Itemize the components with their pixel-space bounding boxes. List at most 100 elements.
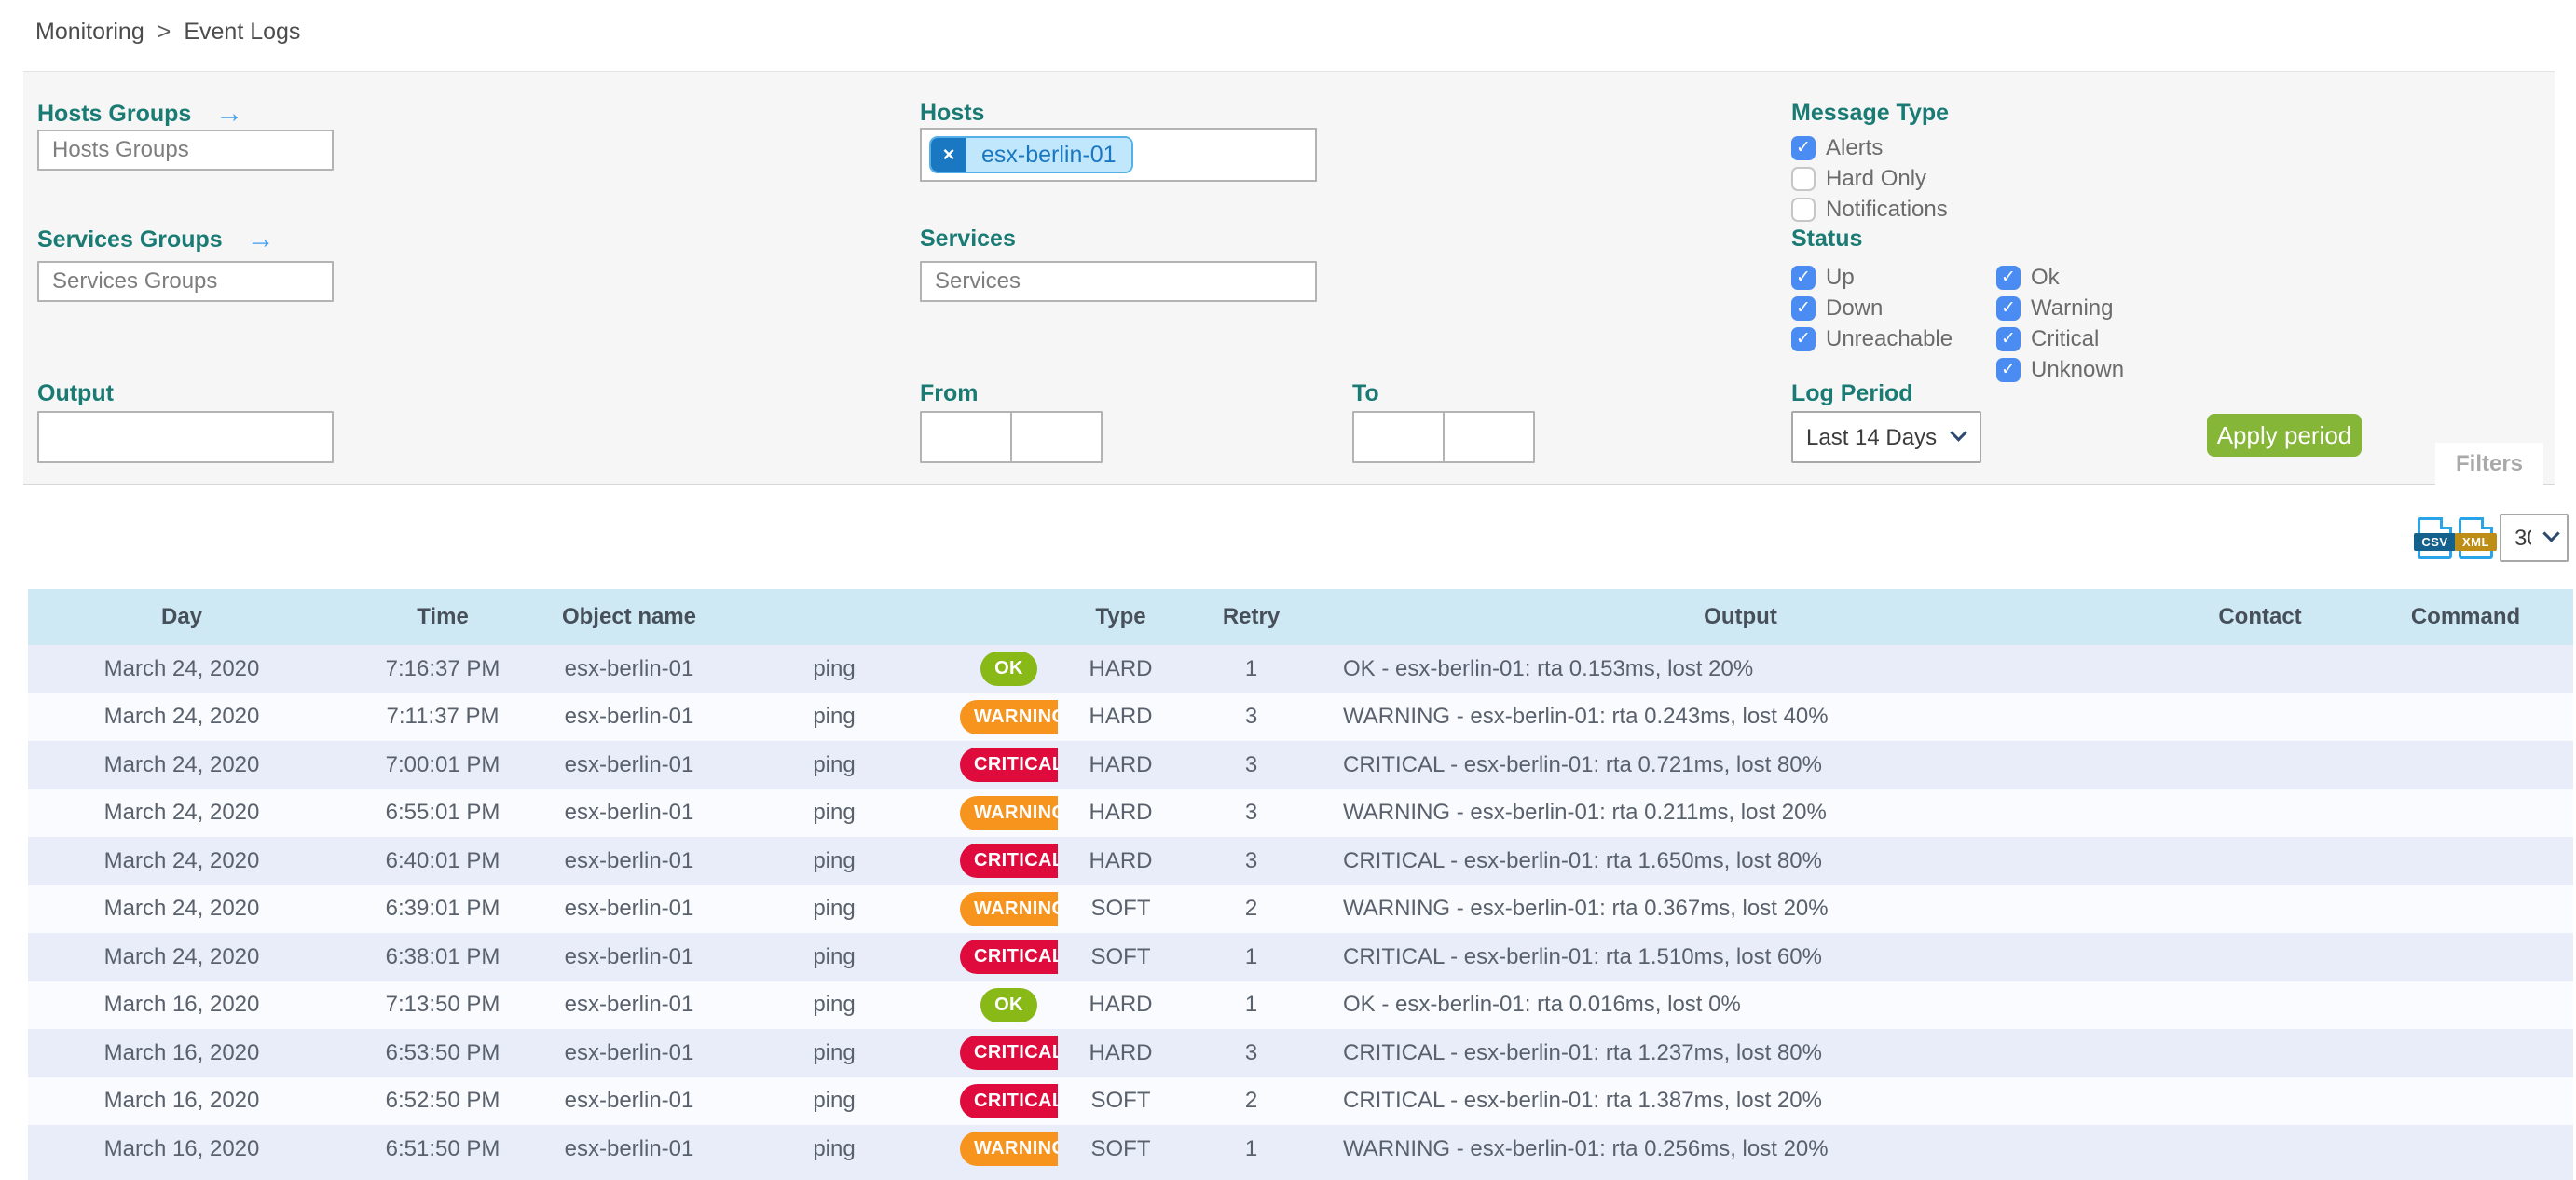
log-period-select[interactable]: Last 14 Days	[1791, 411, 1981, 463]
apply-period-button[interactable]: Apply period	[2207, 414, 2362, 457]
cell-service: ping	[813, 943, 856, 969]
page-size-select-wrap: 30	[2500, 514, 2569, 562]
checkbox-icon[interactable]	[1791, 136, 1816, 160]
status-option[interactable]: Down	[1791, 295, 1953, 321]
status-badge: OK	[980, 652, 1037, 687]
cell-contact	[2162, 645, 2358, 693]
column-header	[708, 589, 960, 645]
cell-object-name: esx-berlin-01	[564, 800, 694, 826]
hosts-groups-label: Hosts Groups →	[37, 98, 244, 129]
cell-time: 6:51:50 PM	[385, 1135, 500, 1161]
breadcrumb-monitoring[interactable]: Monitoring	[35, 19, 144, 45]
status-option[interactable]: Up	[1791, 265, 1953, 290]
cell-retry: 3	[1244, 800, 1258, 826]
from-date-input[interactable]	[920, 411, 1012, 463]
cell-contact	[2162, 885, 2358, 934]
column-header: Day	[28, 589, 336, 645]
host-chip-label: esx-berlin-01	[966, 138, 1131, 172]
cell-service: ping	[813, 655, 856, 681]
log-period-label: Log Period	[1791, 380, 1913, 406]
cell-status: WARNING	[960, 693, 1058, 742]
cell-retry: 1	[1244, 1135, 1258, 1161]
cell-day: March 24, 2020	[103, 800, 260, 826]
status-option[interactable]: Unreachable	[1791, 326, 1953, 351]
services-groups-input[interactable]	[37, 261, 334, 302]
checkbox-label: Down	[1826, 295, 1884, 321]
table-body: March 24, 2020 7:16:37 PM esx-berlin-01 …	[28, 645, 2573, 1173]
checkbox-icon[interactable]	[1996, 296, 2021, 321]
message-type-option[interactable]: Alerts	[1791, 135, 1948, 160]
services-groups-arrow-icon[interactable]: →	[246, 224, 275, 254]
cell-status: OK	[960, 645, 1058, 693]
cell-time: 6:39:01 PM	[385, 896, 500, 922]
checkbox-icon[interactable]	[1791, 266, 1816, 290]
table-row: March 16, 2020 6:52:50 PM esx-berlin-01 …	[28, 1077, 2573, 1125]
status-badge: WARNING	[960, 891, 1058, 926]
output-label: Output	[37, 380, 114, 406]
event-log-table: Day Time Object name Type Retry Output Contact…	[28, 589, 2573, 1180]
filters-tab[interactable]: Filters	[2435, 443, 2543, 485]
hosts-input[interactable]: × esx-berlin-01	[920, 128, 1317, 182]
cell-service: ping	[813, 1088, 856, 1114]
cell-object-name: esx-berlin-01	[564, 1039, 694, 1065]
status-option[interactable]: Unknown	[1996, 357, 2124, 382]
status-option[interactable]: Critical	[1996, 326, 2124, 351]
message-type-option[interactable]: Notifications	[1791, 197, 1948, 222]
checkbox-label: Warning	[2031, 295, 2114, 321]
cell-time: 6:55:01 PM	[385, 800, 500, 826]
checkbox-icon[interactable]	[1791, 198, 1816, 222]
to-label: To	[1352, 380, 1379, 406]
chip-remove-icon[interactable]: ×	[931, 138, 966, 172]
services-input[interactable]	[920, 261, 1317, 302]
cell-day: March 24, 2020	[103, 847, 260, 873]
cell-time: 7:13:50 PM	[385, 992, 500, 1018]
table-row: March 16, 2020 6:53:50 PM esx-berlin-01 …	[28, 1029, 2573, 1077]
message-type-option[interactable]: Hard Only	[1791, 166, 1948, 191]
cell-command	[2358, 789, 2573, 838]
checkbox-icon[interactable]	[1791, 167, 1816, 191]
cell-command	[2358, 645, 2573, 693]
cell-contact	[2162, 1029, 2358, 1077]
cell-contact	[2162, 837, 2358, 885]
cell-status: WARNING	[960, 789, 1058, 838]
to-date-input[interactable]	[1352, 411, 1445, 463]
cell-type: SOFT	[1090, 1088, 1151, 1114]
to-time-input[interactable]	[1443, 411, 1535, 463]
checkbox-icon[interactable]	[1996, 358, 2021, 382]
column-header: Time	[336, 589, 550, 645]
status-option[interactable]: Warning	[1996, 295, 2124, 321]
page-size-select[interactable]: 30	[2500, 514, 2569, 562]
output-input[interactable]	[37, 411, 334, 463]
cell-retry: 3	[1244, 704, 1258, 730]
column-header	[960, 589, 1058, 645]
checkbox-icon[interactable]	[1791, 296, 1816, 321]
cell-service: ping	[813, 704, 856, 730]
table-header-row: Day Time Object name Type Retry Output Contact…	[28, 589, 2573, 645]
breadcrumb-separator: >	[157, 19, 171, 45]
cell-status: WARNING	[960, 1125, 1058, 1173]
cell-time: 7:16:37 PM	[385, 655, 500, 681]
export-xml-icon[interactable]: XML	[2455, 517, 2497, 559]
checkbox-icon[interactable]	[1996, 266, 2021, 290]
table-row: March 16, 2020 6:51:50 PM esx-berlin-01 …	[28, 1125, 2573, 1173]
services-groups-label: Services Groups →	[37, 224, 275, 254]
cell-day: March 16, 2020	[103, 1135, 260, 1161]
cell-type: HARD	[1089, 847, 1153, 873]
cell-object-name: esx-berlin-01	[564, 1088, 694, 1114]
status-option[interactable]: Ok	[1996, 265, 2124, 290]
checkbox-icon[interactable]	[1996, 327, 2021, 351]
checkbox-icon[interactable]	[1791, 327, 1816, 351]
cell-output: WARNING - esx-berlin-01: rta 0.367ms, lo…	[1343, 896, 1829, 922]
breadcrumb-event-logs[interactable]: Event Logs	[184, 19, 301, 45]
cell-contact	[2162, 789, 2358, 838]
cell-type: HARD	[1089, 655, 1153, 681]
hosts-groups-input[interactable]	[37, 130, 334, 171]
cell-status: OK	[960, 981, 1058, 1030]
message-type-label: Message Type	[1791, 100, 1950, 126]
export-csv-icon[interactable]: CSV	[2414, 517, 2456, 559]
from-time-input[interactable]	[1010, 411, 1103, 463]
cell-retry: 1	[1244, 655, 1258, 681]
hosts-groups-arrow-icon[interactable]: →	[215, 98, 244, 129]
cell-status: WARNING	[960, 885, 1058, 934]
cell-command	[2358, 837, 2573, 885]
